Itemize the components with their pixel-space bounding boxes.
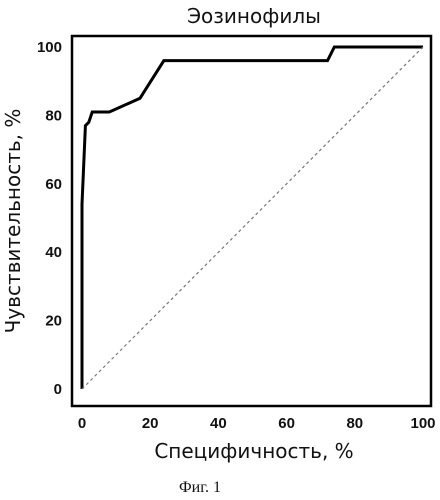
plot-frame bbox=[70, 34, 433, 408]
x-tick-label: 100 bbox=[410, 415, 435, 432]
x-tick-label: 40 bbox=[210, 415, 227, 432]
axis-ticks: 0 20 40 60 80 100 0 20 40 60 80 100 bbox=[37, 39, 436, 432]
y-tick-label: 40 bbox=[45, 244, 62, 261]
plot-area bbox=[80, 45, 424, 390]
figure-caption: Фиг. 1 bbox=[179, 479, 221, 496]
chart-title: Эозинофилы bbox=[187, 4, 321, 28]
x-tick-label: 20 bbox=[142, 415, 159, 432]
y-tick-label: 20 bbox=[45, 313, 62, 330]
roc-curve-line bbox=[80, 45, 423, 389]
y-tick-label: 80 bbox=[45, 107, 62, 124]
x-tick-label: 0 bbox=[78, 415, 86, 432]
x-tick-label: 80 bbox=[346, 415, 363, 432]
y-tick-label: 100 bbox=[37, 39, 62, 56]
y-tick-label: 0 bbox=[54, 381, 62, 398]
y-axis-label: Чувствительность, % bbox=[1, 109, 25, 334]
x-axis-label: Специфичность, % bbox=[154, 439, 353, 463]
y-tick-label: 60 bbox=[45, 176, 62, 193]
x-tick-label: 60 bbox=[278, 415, 295, 432]
reference-diagonal-line bbox=[81, 46, 424, 390]
